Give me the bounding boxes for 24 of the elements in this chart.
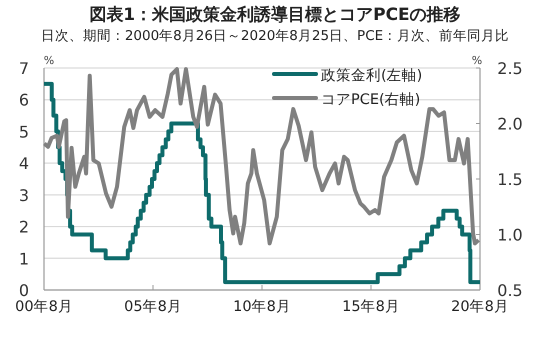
y-tick-label: 5: [18, 122, 30, 142]
y2-tick-label: 2.0: [497, 114, 523, 134]
x-tick-label: 20年8月: [451, 298, 509, 315]
y-axis-title: %: [44, 54, 54, 67]
y-tick-label: 7: [18, 59, 30, 78]
legend-label: 政策金利(左軸): [321, 67, 422, 84]
x-tick-label: 15年8月: [342, 298, 400, 315]
x-tick-label: 00年8月: [15, 298, 73, 315]
chart-title: 図表1：米国政策金利誘導目標とコアPCEの推移: [89, 5, 461, 25]
y2-tick-label: 2.5: [497, 59, 523, 78]
x-tick-label: 05年8月: [124, 298, 182, 315]
y-tick-label: 1: [18, 249, 30, 268]
legend-label: コアPCE(右軸): [321, 91, 420, 108]
y-tick-label: 4: [18, 154, 30, 174]
y-tick-label: 6: [18, 90, 30, 110]
y-tick-label: 2: [18, 218, 30, 237]
chart-subtitle: 日次、期間：2000年8月26日～2020年8月25日、PCE：月次、前年同月比: [40, 28, 510, 44]
y-tick-label: 0: [18, 281, 30, 300]
y2-tick-label: 0.5: [497, 281, 523, 300]
x-tick-label: 10年8月: [233, 298, 291, 315]
y2-axis-title: %: [472, 54, 482, 67]
y-tick-label: 3: [18, 186, 30, 205]
y2-tick-label: 1.0: [497, 226, 523, 244]
y2-tick-label: 1.5: [497, 170, 523, 189]
